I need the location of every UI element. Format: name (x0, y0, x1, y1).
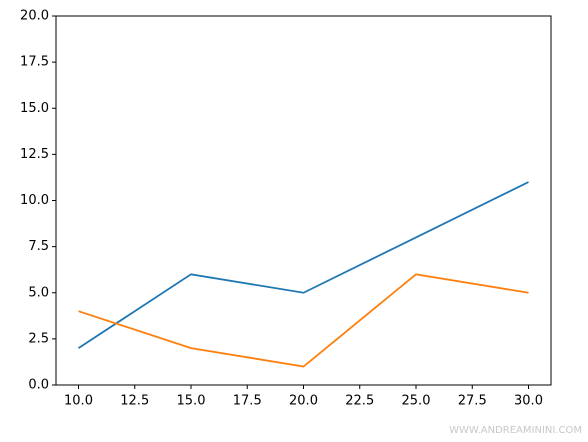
y-tick-label: 5.0 (28, 285, 49, 300)
line (78, 181, 529, 349)
x-tick-label: 27.5 (458, 394, 487, 409)
x-tick-label: 15.0 (177, 394, 206, 409)
y-tick-label: 17.5 (20, 55, 49, 70)
y-tick-label: 0.0 (28, 378, 49, 393)
plot-frame (55, 15, 552, 386)
x-tick-label: 12.5 (120, 394, 149, 409)
y-tick-label: 20.0 (20, 9, 49, 24)
y-tick-label: 12.5 (20, 147, 49, 162)
x-tick-label: 25.0 (402, 394, 431, 409)
line (78, 273, 529, 368)
x-tick-label: 17.5 (233, 394, 262, 409)
y-tick-label: 7.5 (28, 239, 49, 254)
watermark: WWW.ANDREAMININI.COM (449, 425, 582, 436)
x-tick-label: 10.0 (64, 394, 93, 409)
x-tick-label: 20.0 (289, 394, 318, 409)
y-tick-label: 10.0 (20, 193, 49, 208)
y-tick-label: 15.0 (20, 101, 49, 116)
x-tick-label: 22.5 (345, 394, 374, 409)
x-tick-label: 30.0 (514, 394, 543, 409)
y-tick-label: 2.5 (28, 331, 49, 346)
